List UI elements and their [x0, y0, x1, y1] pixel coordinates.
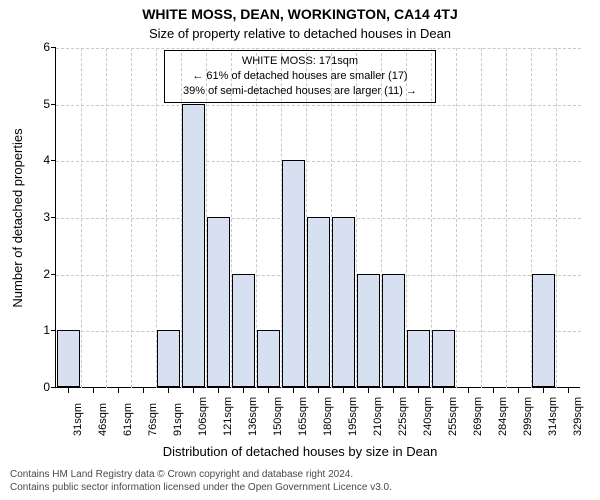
x-tick-mark — [193, 388, 194, 393]
x-tick-label: 240sqm — [422, 397, 434, 436]
x-tick-label: 269sqm — [472, 397, 484, 436]
x-tick-label: 195sqm — [347, 397, 359, 436]
x-tick-label: 284sqm — [497, 397, 509, 436]
x-tick-mark — [168, 388, 169, 393]
chart-container: WHITE MOSS, DEAN, WORKINGTON, CA14 4TJ S… — [0, 0, 600, 500]
x-tick-mark — [343, 388, 344, 393]
annotation-line3: 39% of semi-detached houses are larger (… — [171, 84, 429, 99]
y-tick-label: 1 — [10, 323, 50, 337]
x-tick-mark — [443, 388, 444, 393]
bar — [432, 330, 456, 387]
bar — [357, 274, 381, 387]
bar — [257, 330, 281, 387]
x-tick-label: 61sqm — [122, 403, 134, 436]
y-tick-label: 6 — [10, 40, 50, 54]
y-tick-label: 4 — [10, 153, 50, 167]
y-tick-label: 0 — [10, 380, 50, 394]
chart-subtitle: Size of property relative to detached ho… — [0, 26, 600, 41]
x-tick-mark — [318, 388, 319, 393]
x-tick-label: 76sqm — [147, 403, 159, 436]
x-tick-label: 225sqm — [397, 397, 409, 436]
x-tick-mark — [243, 388, 244, 393]
annotation-line1: WHITE MOSS: 171sqm — [171, 54, 429, 69]
annotation-box: WHITE MOSS: 171sqm ← 61% of detached hou… — [164, 50, 436, 103]
x-tick-mark — [68, 388, 69, 393]
x-tick-mark — [518, 388, 519, 393]
chart-title: WHITE MOSS, DEAN, WORKINGTON, CA14 4TJ — [0, 6, 600, 22]
bar — [407, 330, 431, 387]
x-tick-mark — [418, 388, 419, 393]
x-tick-label: 165sqm — [297, 397, 309, 436]
x-tick-label: 210sqm — [372, 397, 384, 436]
y-tick-label: 2 — [10, 267, 50, 281]
footer-line1: Contains HM Land Registry data © Crown c… — [10, 469, 392, 482]
x-tick-mark — [468, 388, 469, 393]
bar — [532, 274, 556, 387]
x-tick-label: 46sqm — [97, 403, 109, 436]
footer-attribution: Contains HM Land Registry data © Crown c… — [10, 469, 392, 494]
x-axis-label: Distribution of detached houses by size … — [0, 444, 600, 459]
x-tick-label: 180sqm — [322, 397, 334, 436]
x-tick-mark — [568, 388, 569, 393]
x-tick-label: 255sqm — [447, 397, 459, 436]
x-tick-label: 91sqm — [172, 403, 184, 436]
x-tick-mark — [493, 388, 494, 393]
x-tick-mark — [368, 388, 369, 393]
x-tick-label: 106sqm — [197, 397, 209, 436]
x-tick-label: 150sqm — [272, 397, 284, 436]
x-tick-label: 31sqm — [72, 403, 84, 436]
x-tick-mark — [118, 388, 119, 393]
x-tick-mark — [143, 388, 144, 393]
x-tick-label: 299sqm — [522, 397, 534, 436]
bar — [157, 330, 181, 387]
x-tick-label: 136sqm — [247, 397, 259, 436]
annotation-line2: ← 61% of detached houses are smaller (17… — [171, 69, 429, 84]
x-tick-label: 121sqm — [222, 397, 234, 436]
bar — [182, 104, 206, 387]
bar — [382, 274, 406, 387]
bar — [332, 217, 356, 387]
x-tick-mark — [93, 388, 94, 393]
bar — [207, 217, 231, 387]
x-tick-mark — [543, 388, 544, 393]
footer-line2: Contains public sector information licen… — [10, 482, 392, 495]
bar — [232, 274, 256, 387]
bar — [282, 160, 306, 387]
y-tick-label: 3 — [10, 210, 50, 224]
x-tick-mark — [268, 388, 269, 393]
x-tick-mark — [293, 388, 294, 393]
x-tick-mark — [218, 388, 219, 393]
y-tick-label: 5 — [10, 97, 50, 111]
bar — [307, 217, 331, 387]
x-tick-mark — [393, 388, 394, 393]
x-tick-label: 329sqm — [572, 397, 584, 436]
x-tick-label: 314sqm — [547, 397, 559, 436]
plot-area: WHITE MOSS: 171sqm ← 61% of detached hou… — [55, 48, 580, 388]
bar — [57, 330, 81, 387]
